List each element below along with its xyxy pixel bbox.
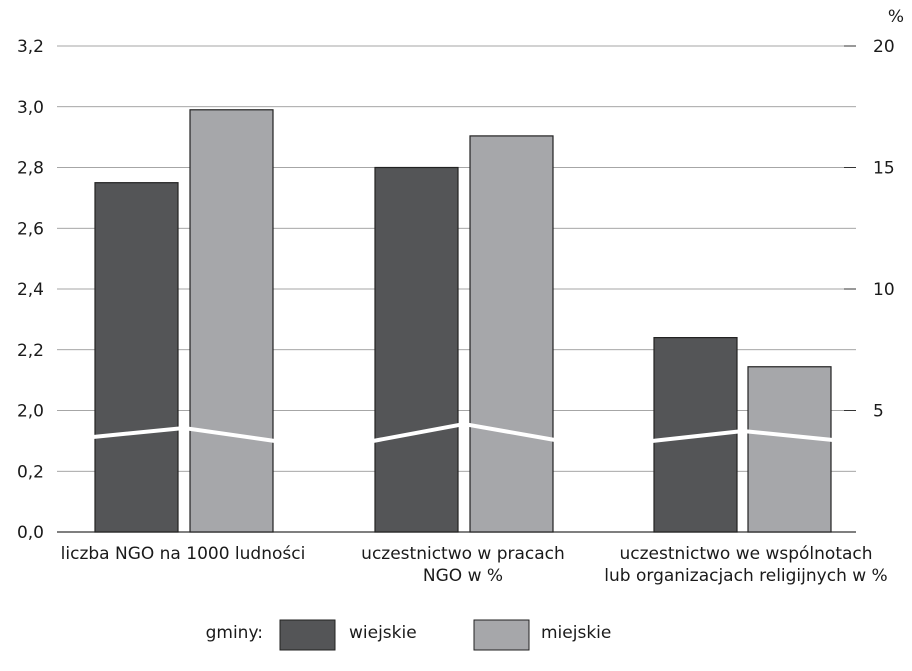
left-tick-label: 3,0 (17, 98, 44, 118)
category-label: NGO w % (423, 566, 503, 586)
left-tick-label: 2,8 (17, 159, 44, 179)
category-label: lub organizacjach religijnych w % (604, 566, 887, 586)
left-tick-label: 3,2 (17, 37, 44, 57)
left-tick-label: 2,4 (17, 280, 44, 300)
left-tick-label: 0,0 (17, 523, 44, 543)
right-axis: 5 10 15 20 (844, 37, 895, 422)
left-tick-label: 2,2 (17, 341, 44, 361)
bar-miejskie (189, 109, 274, 533)
category-labels: liczba NGO na 1000 ludności uczestnictwo … (61, 544, 888, 586)
category-label: uczestnictwo we wspólnotach (619, 544, 872, 564)
left-tick-label: 2,6 (17, 219, 44, 239)
legend-label-wiejskie: wiejskie (349, 623, 417, 643)
left-axis: 0,0 0,2 2,0 2,2 2,4 2,6 2,8 3,0 3,2 (17, 37, 44, 543)
axis-break-line (372, 421, 556, 443)
right-tick-label: 15 (873, 159, 895, 179)
bars (94, 109, 832, 533)
legend-label-miejskie: miejskie (541, 623, 611, 643)
left-tick-label: 0,2 (17, 462, 44, 482)
bar-miejskie (747, 366, 832, 533)
axis-break-line (651, 428, 834, 443)
axis-break-lines (92, 421, 834, 443)
legend-swatch-wiejskie (279, 619, 336, 651)
right-tick-label: 20 (873, 37, 895, 57)
legend-title: gminy: (206, 623, 263, 643)
axis-break-line (92, 425, 276, 443)
legend: gminy: wiejskie miejskie (206, 619, 611, 651)
left-tick-label: 2,0 (17, 402, 44, 422)
right-tick-label: 5 (873, 402, 884, 422)
right-tick-label: 10 (873, 280, 895, 300)
right-axis-unit: % (888, 7, 904, 27)
legend-swatch-miejskie (473, 619, 530, 651)
category-label: liczba NGO na 1000 ludności (61, 544, 306, 564)
category-label: uczestnictwo w pracach (361, 544, 565, 564)
bar-wiejskie (94, 182, 179, 533)
bar-miejskie (469, 135, 554, 533)
bar-wiejskie (374, 166, 459, 533)
